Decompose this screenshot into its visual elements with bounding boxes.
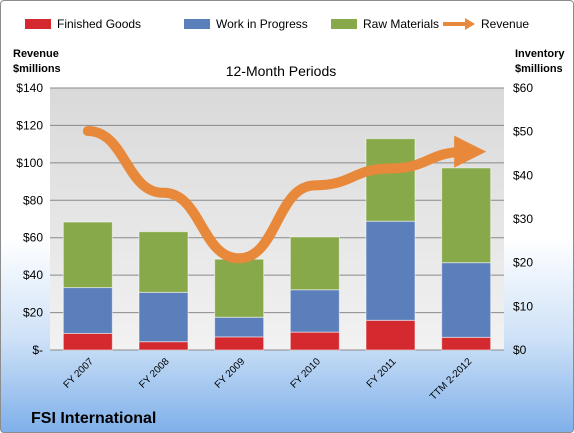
right-tick-label: $20: [513, 256, 533, 270]
right-tick-label: $10: [513, 299, 533, 313]
legend-label: Work in Progress: [216, 17, 308, 31]
right-tick-label: $40: [513, 168, 533, 182]
company-name: FSI International: [31, 410, 156, 427]
bar-segment: [138, 231, 189, 293]
legend-label: Raw Materials: [363, 17, 439, 31]
legend-swatch: [331, 19, 357, 29]
left-tick-label: $140: [16, 81, 43, 95]
bar-segment: [441, 167, 492, 264]
right-axis-title-line2: $millions: [515, 63, 563, 75]
bar-segment: [289, 331, 340, 351]
left-tick-label: $40: [23, 268, 43, 282]
legend-label: Finished Goods: [57, 17, 141, 31]
category-label: FY 2008: [137, 356, 172, 391]
bar-segment: [62, 221, 113, 289]
gridlines: [50, 87, 504, 351]
category-label: TTM 2-2012: [428, 356, 475, 403]
category-label: FY 2007: [62, 356, 97, 391]
bar-segment: [289, 289, 340, 333]
right-tick-label: $60: [513, 81, 533, 95]
bar-segment: [365, 220, 416, 321]
right-tick-label: $50: [513, 125, 533, 139]
category-label: FY 2010: [289, 356, 324, 391]
bar-segment: [365, 138, 416, 222]
category-label: FY 2011: [365, 356, 399, 390]
left-tick-label: $120: [16, 118, 43, 132]
left-tick-label: $80: [23, 193, 43, 207]
bar-segment: [289, 236, 340, 291]
bar-segment: [138, 291, 189, 343]
bar-segment: [365, 319, 416, 351]
legend-label: Revenue: [481, 17, 529, 31]
left-axis-title-line2: $millions: [13, 63, 61, 75]
left-tick-label: $20: [23, 306, 43, 320]
axis-ticks: $- $20 $40 $60 $80 $100 $120 $140 $0 $10 $20 $30 $40…: [16, 81, 533, 357]
legend-swatch-arrow: [465, 18, 475, 30]
left-tick-label: $-: [32, 343, 43, 357]
left-tick-label: $60: [23, 231, 43, 245]
bar-segment: [214, 316, 265, 338]
chart-title: 12-Month Periods: [226, 63, 337, 79]
bar-segment: [214, 336, 265, 351]
legend: Finished Goods Work in Progress Raw Materi…: [25, 17, 529, 31]
revenue-line: [82, 126, 487, 264]
left-axis-title-line1: Revenue: [13, 48, 59, 60]
bar-segment: [441, 336, 492, 351]
revenue-line-path: [82, 126, 487, 264]
right-tick-label: $0: [513, 343, 527, 357]
category-label: FY 2009: [213, 356, 248, 391]
left-tick-label: $100: [16, 156, 43, 170]
bar-segment: [441, 262, 492, 338]
bar-segment: [214, 258, 265, 318]
bar-segment: [138, 341, 189, 351]
legend-swatch: [184, 19, 210, 29]
right-axis-title-line1: Inventory: [515, 48, 565, 60]
right-tick-label: $30: [513, 212, 533, 226]
bar-segment: [62, 287, 113, 334]
bar-segment: [62, 332, 113, 351]
legend-swatch: [25, 19, 51, 29]
